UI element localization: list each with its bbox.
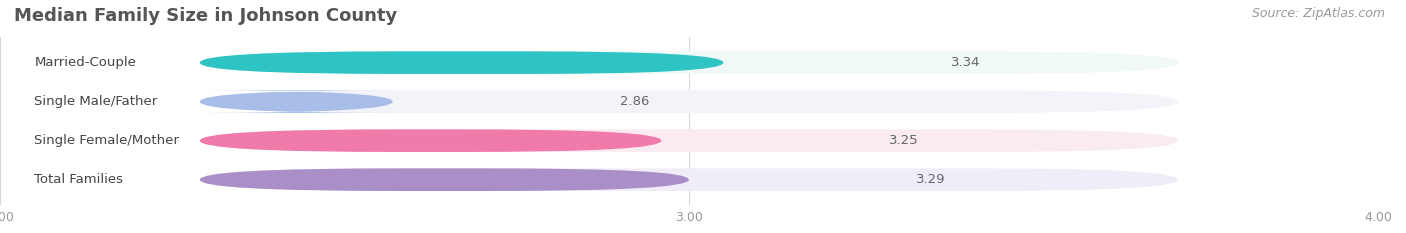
FancyBboxPatch shape: [193, 90, 399, 113]
Text: Single Female/Mother: Single Female/Mother: [34, 134, 180, 147]
FancyBboxPatch shape: [200, 129, 1178, 152]
Text: Single Male/Father: Single Male/Father: [34, 95, 157, 108]
Text: Median Family Size in Johnson County: Median Family Size in Johnson County: [14, 7, 398, 25]
FancyBboxPatch shape: [200, 168, 689, 191]
FancyBboxPatch shape: [200, 129, 661, 152]
Text: Source: ZipAtlas.com: Source: ZipAtlas.com: [1251, 7, 1385, 20]
Text: 3.34: 3.34: [950, 56, 980, 69]
Text: 2.86: 2.86: [620, 95, 650, 108]
FancyBboxPatch shape: [200, 51, 723, 74]
FancyBboxPatch shape: [200, 51, 1178, 74]
Text: Total Families: Total Families: [34, 173, 124, 186]
FancyBboxPatch shape: [200, 168, 1178, 191]
Text: 3.25: 3.25: [889, 134, 918, 147]
Text: Married-Couple: Married-Couple: [34, 56, 136, 69]
Text: 3.29: 3.29: [917, 173, 946, 186]
FancyBboxPatch shape: [200, 90, 1178, 113]
